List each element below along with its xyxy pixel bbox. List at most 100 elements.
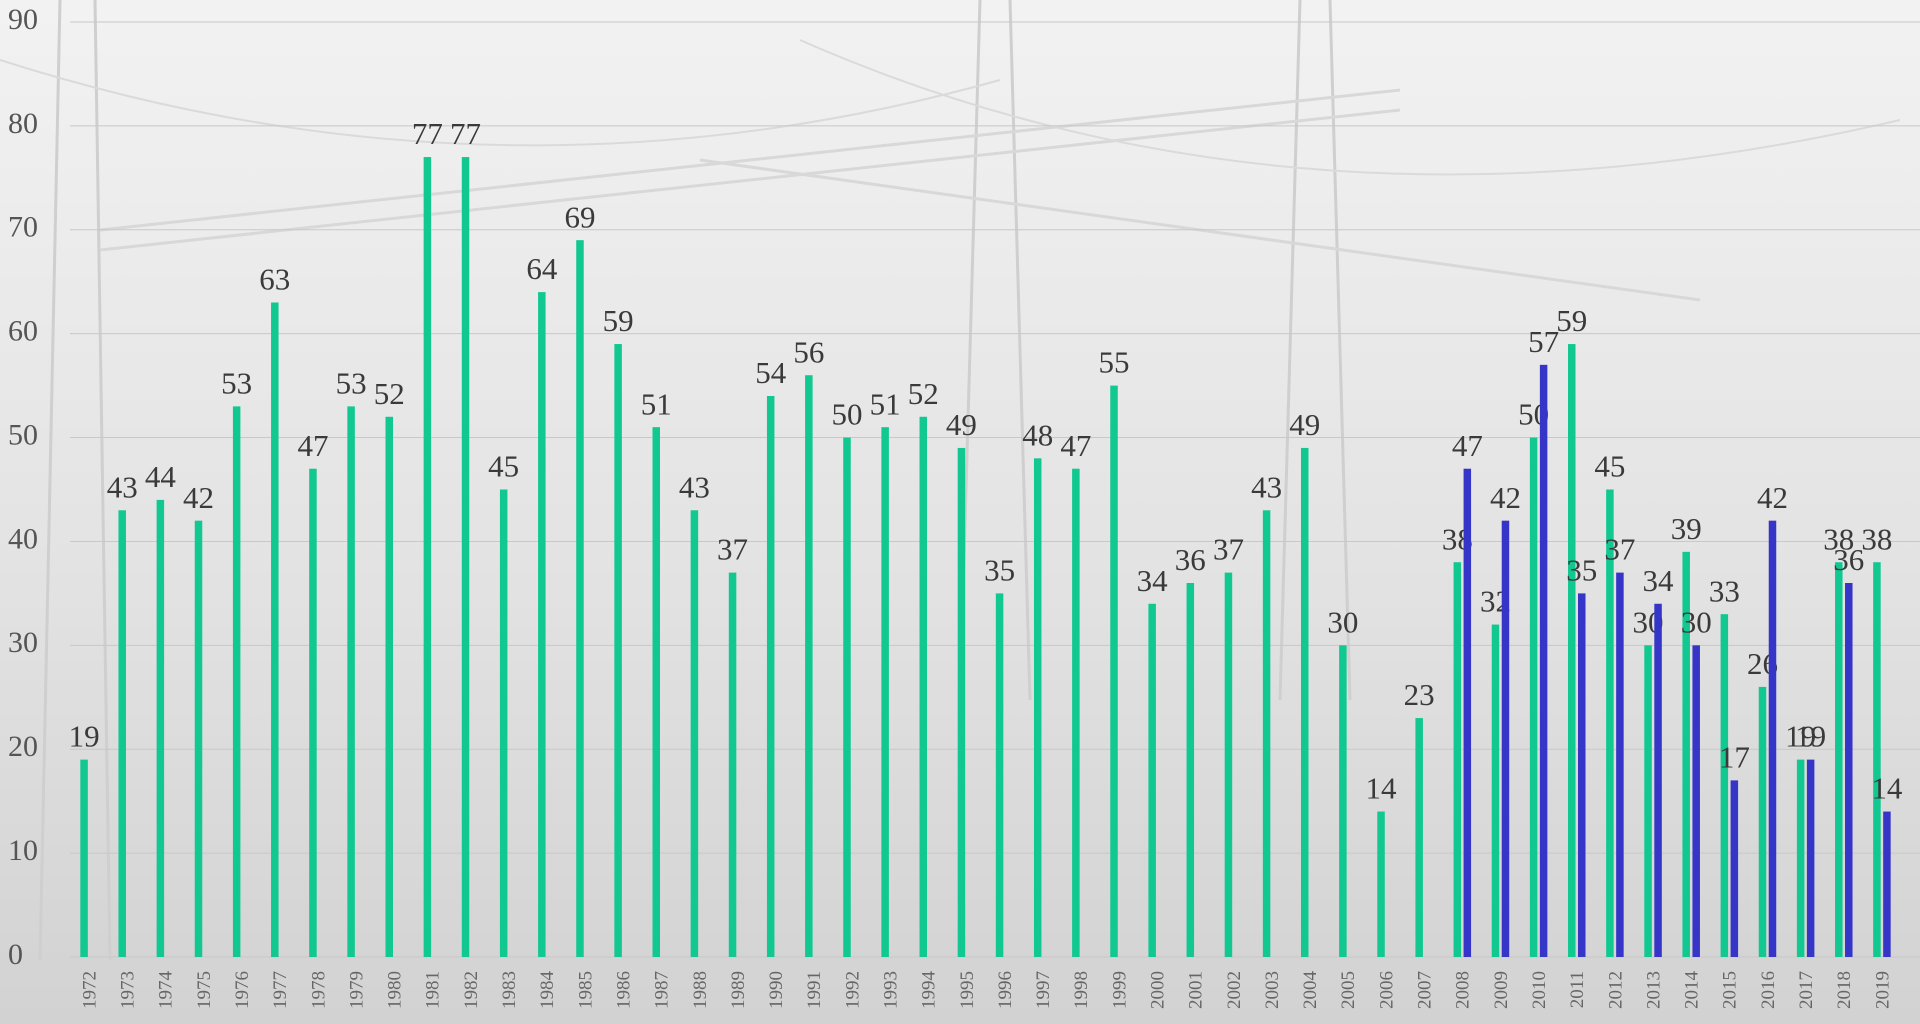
chart: 0102030405060708090197219197343197444197…	[0, 0, 1920, 1024]
value-label: 35	[984, 552, 1015, 587]
bar	[1072, 469, 1080, 957]
bar	[1110, 386, 1118, 957]
x-tick-label: 1993	[880, 971, 901, 1009]
y-tick-label: 50	[8, 418, 38, 451]
bar	[1301, 448, 1309, 957]
bar	[691, 510, 699, 957]
value-label: 17	[1719, 739, 1750, 774]
x-tick-label: 1997	[1033, 971, 1054, 1009]
x-tick-label: 2006	[1376, 971, 1397, 1009]
bar	[1225, 573, 1233, 957]
x-tick-label: 1985	[575, 971, 596, 1009]
bar	[233, 406, 241, 957]
value-label: 64	[526, 251, 558, 286]
x-tick-label: 2005	[1338, 971, 1359, 1009]
bar	[996, 593, 1004, 957]
value-label: 30	[1681, 604, 1712, 639]
bar	[80, 760, 88, 957]
x-tick-label: 1994	[919, 971, 940, 1010]
x-tick-label: 2001	[1186, 971, 1207, 1009]
x-tick-label: 1975	[194, 971, 215, 1009]
x-tick-label: 2003	[1262, 971, 1283, 1009]
value-label: 59	[1556, 303, 1587, 338]
x-tick-label: 1974	[156, 971, 177, 1010]
bar	[1530, 438, 1538, 957]
y-tick-label: 80	[8, 107, 38, 140]
bar	[118, 510, 126, 957]
x-tick-label: 2009	[1491, 971, 1512, 1009]
x-tick-label: 2008	[1453, 971, 1474, 1009]
value-label: 51	[641, 386, 672, 421]
bar	[1654, 604, 1662, 957]
value-label: 45	[1594, 449, 1625, 484]
value-label: 47	[1452, 428, 1483, 463]
value-label: 35	[1566, 552, 1597, 587]
bar	[195, 521, 203, 957]
value-label: 42	[1490, 480, 1521, 515]
y-tick-label: 70	[8, 211, 38, 244]
bar	[1807, 760, 1815, 957]
value-label: 77	[412, 116, 443, 151]
bar	[1644, 645, 1652, 957]
x-tick-label: 2012	[1605, 971, 1626, 1009]
value-label: 34	[1137, 563, 1169, 598]
bar	[958, 448, 966, 957]
value-label: 53	[336, 365, 367, 400]
x-tick-label: 2002	[1224, 971, 1245, 1009]
value-label: 14	[1366, 771, 1398, 806]
bar	[767, 396, 775, 957]
bar	[1873, 562, 1881, 957]
y-tick-label: 40	[8, 522, 38, 555]
value-label: 23	[1404, 677, 1435, 712]
value-label: 52	[374, 376, 405, 411]
bar	[1616, 573, 1624, 957]
value-label: 55	[1099, 345, 1130, 380]
value-label: 47	[297, 428, 328, 463]
bar	[1721, 614, 1729, 957]
x-tick-label: 2019	[1872, 971, 1893, 1009]
x-tick-label: 1995	[957, 971, 978, 1009]
x-tick-label: 1998	[1071, 971, 1092, 1009]
x-tick-label: 1979	[346, 971, 367, 1009]
value-label: 47	[1060, 428, 1091, 463]
bar	[347, 406, 355, 957]
x-tick-label: 1999	[1109, 971, 1130, 1009]
value-label: 37	[1213, 532, 1244, 567]
x-tick-label: 1984	[537, 971, 558, 1010]
bar	[1187, 583, 1195, 957]
y-tick-label: 60	[8, 315, 38, 348]
bar	[1692, 645, 1700, 957]
bar	[881, 427, 889, 957]
x-tick-label: 2016	[1758, 971, 1779, 1009]
x-tick-label: 1983	[499, 971, 520, 1009]
x-tick-label: 2018	[1834, 971, 1855, 1009]
x-tick-label: 2017	[1796, 971, 1817, 1009]
bar	[1263, 510, 1271, 957]
value-label: 42	[1757, 480, 1788, 515]
bar	[1578, 593, 1586, 957]
x-tick-label: 2010	[1529, 971, 1550, 1009]
x-tick-label: 1978	[308, 971, 329, 1009]
x-tick-label: 2000	[1148, 971, 1169, 1009]
value-label: 49	[1289, 407, 1320, 442]
value-label: 38	[1861, 521, 1892, 556]
bar	[805, 375, 813, 957]
bar	[1034, 458, 1042, 957]
value-label: 14	[1871, 771, 1903, 806]
x-tick-label: 1988	[690, 971, 711, 1009]
x-tick-label: 1977	[270, 971, 291, 1009]
y-tick-label: 10	[8, 834, 38, 867]
bar	[920, 417, 928, 957]
y-tick-label: 30	[8, 626, 38, 659]
bar	[157, 500, 165, 957]
x-tick-label: 2004	[1300, 971, 1321, 1010]
value-label: 45	[488, 449, 519, 484]
y-tick-label: 20	[8, 730, 38, 763]
x-tick-label: 1976	[232, 971, 253, 1009]
bar	[462, 157, 470, 957]
bar	[1502, 521, 1510, 957]
value-label: 37	[717, 532, 748, 567]
value-label: 52	[908, 376, 939, 411]
value-label: 34	[1643, 563, 1675, 598]
bar	[1492, 625, 1500, 957]
